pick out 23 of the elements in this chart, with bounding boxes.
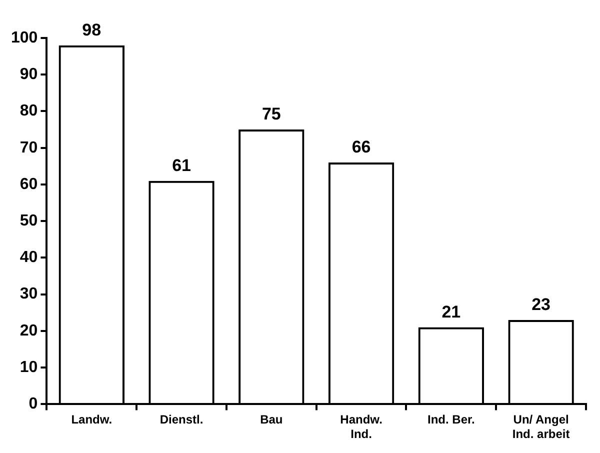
y-tick-label: 90 xyxy=(20,66,38,84)
x-tick-label: Bau xyxy=(260,412,283,427)
data-label: 66 xyxy=(352,138,371,157)
y-tick-label: 50 xyxy=(20,212,38,230)
y-tick-label: 70 xyxy=(20,139,38,156)
y-tick-label: 40 xyxy=(20,249,38,266)
y-tick-label: 60 xyxy=(20,176,38,193)
x-tick-label: Handw. Ind. xyxy=(340,412,382,442)
y-tick-label: 30 xyxy=(20,286,38,303)
y-tick-label: 80 xyxy=(20,102,38,120)
data-label: 21 xyxy=(442,302,461,322)
y-tick-label: 0 xyxy=(28,396,38,413)
x-tick-label: Ind. Ber. xyxy=(428,412,475,427)
y-tick-label: 10 xyxy=(20,358,38,376)
x-tick-label: Dienstl. xyxy=(160,412,204,427)
x-tick-label: Un/ Angel Ind. arbeit xyxy=(512,412,570,442)
y-tick-label: 100 xyxy=(10,29,38,46)
data-label: 75 xyxy=(262,104,281,124)
y-tick-label: 20 xyxy=(20,322,38,340)
x-tick-label: Landw. xyxy=(71,412,112,427)
data-label: 61 xyxy=(172,156,191,176)
data-label: 23 xyxy=(532,295,551,314)
data-label: 98 xyxy=(82,20,102,40)
